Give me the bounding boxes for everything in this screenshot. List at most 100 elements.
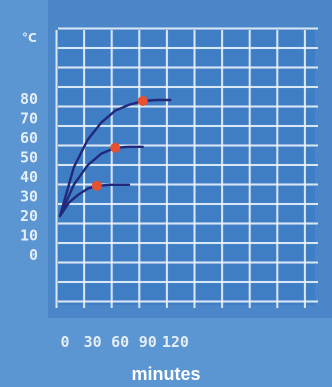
grid-cell [251,166,276,183]
grid-cell [168,303,193,305]
grid-cell [58,244,83,261]
grid-cell [58,264,83,281]
plot-grid [55,27,318,308]
grid-cell [113,264,138,281]
grid-cell [223,108,249,125]
grid-cell [251,69,276,86]
grid-cell [168,264,193,281]
grid-cell [196,244,221,261]
grid-cell [223,166,249,183]
grid-cell [85,205,111,222]
grid-cell [58,108,83,125]
x-tick-label: 0 [60,333,69,351]
grid-cell [113,283,138,300]
grid-cell [196,108,221,125]
curve-1-marker [137,95,148,106]
x-axis-title: minutes [131,364,200,384]
grid-cell [251,205,276,222]
grid-cell [168,69,193,86]
grid-cell [306,303,315,305]
grid-cell [168,147,193,164]
y-tick-label: 70 [20,110,38,128]
grid-cell [196,186,221,203]
grid-cell [113,303,138,305]
grid-cell [278,186,304,203]
grid-cell [168,225,193,242]
grid-cell [278,108,304,125]
curve-2-marker [110,142,121,153]
curves [58,98,172,218]
grid-cell [140,147,166,164]
grid-cell [113,225,138,242]
grid-cell [113,186,138,203]
grid-cell [278,88,304,105]
grid-cell [196,283,221,300]
grid-cell [306,186,315,203]
grid-cell [196,69,221,86]
grid-cell [306,108,315,125]
grid-cell [196,30,221,47]
grid-cell [140,69,166,86]
grid-cell [223,88,249,105]
grid-cell [278,30,304,47]
grid-cell [140,264,166,281]
grid-cell [58,49,83,66]
grid-cell [140,108,166,125]
x-axis-ticks: 0 30 60 90 120 [60,333,188,351]
grid-cell [140,127,166,144]
grid-cell [113,30,138,47]
grid-cell [223,205,249,222]
grid-cell [306,264,315,281]
y-tick-label: 20 [20,207,38,225]
grid-cell [113,127,138,144]
grid-cell [251,127,276,144]
curve-2 [58,145,144,218]
x-tick-label: 90 [139,333,157,351]
y-tick-label: 80 [20,90,38,108]
grid-cell [306,147,315,164]
grid-cell [306,88,315,105]
grid-cell [278,49,304,66]
grid-cell [85,88,111,105]
grid-cell [278,147,304,164]
grid-cell [140,244,166,261]
grid-cell [306,283,315,300]
grid-cell [85,108,111,125]
grid-cell [251,30,276,47]
grid-cell [196,225,221,242]
grid-cell [251,303,276,305]
x-tick-label: 60 [111,333,129,351]
grid-cell [168,49,193,66]
grid-cell [113,108,138,125]
grid-cell [278,303,304,305]
grid-cell [306,225,315,242]
grid-cell [140,186,166,203]
grid-cell [168,166,193,183]
grid-cell [58,303,83,305]
grid-cell [251,244,276,261]
grid-cell [196,264,221,281]
grid-cell [168,30,193,47]
grid-cell [251,88,276,105]
grid-cell [306,49,315,66]
grid-cell [223,127,249,144]
y-tick-label: 40 [20,168,38,186]
grid-cell [223,49,249,66]
grid-cell [278,127,304,144]
grid-cell [85,225,111,242]
grid-cell [113,147,138,164]
curve-3 [58,183,131,218]
grid-cell [223,30,249,47]
grid-cell [223,147,249,164]
grid-cell [58,127,83,144]
grid-cell [306,127,315,144]
grid-cell [196,205,221,222]
grid-cell [223,244,249,261]
grid-cell [113,69,138,86]
grid-cell [196,303,221,305]
grid-cell [278,283,304,300]
grid-cell [196,127,221,144]
grid-cell [306,166,315,183]
grid-cell [140,205,166,222]
